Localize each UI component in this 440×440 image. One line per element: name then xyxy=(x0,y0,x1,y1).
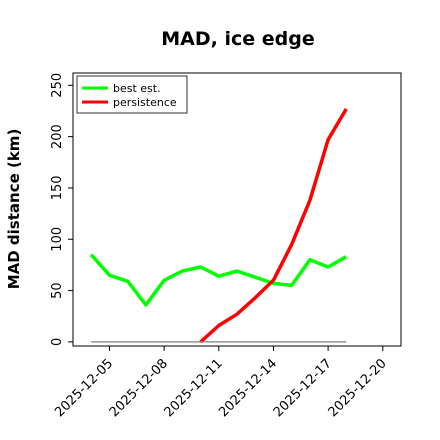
y-tick-label: 250 xyxy=(50,73,65,98)
legend-label-persistence: persistence xyxy=(113,96,177,109)
x-tick-label: 2025-12-20 xyxy=(326,356,390,420)
legend-box xyxy=(76,75,188,114)
y-axis-label: MAD distance (km) xyxy=(5,129,23,290)
x-axis: 2025-12-052025-12-082025-12-112025-12-14… xyxy=(52,346,390,420)
y-axis: 0 50 100 150 200 250 xyxy=(50,73,73,346)
plot-frame xyxy=(72,72,402,347)
y-tick-label: 100 xyxy=(50,227,65,252)
series-layer xyxy=(89,108,348,344)
y-tick-label: 200 xyxy=(50,124,65,149)
chart-title: MAD, ice edge xyxy=(161,28,314,50)
legend-label-best-est: best est. xyxy=(113,82,161,95)
y-tick-label: 150 xyxy=(50,175,65,200)
y-tick-label: 0 xyxy=(50,338,65,346)
legend: best est. persistence xyxy=(76,75,188,114)
series-line-best-est xyxy=(89,253,348,307)
y-tick-label: 50 xyxy=(50,282,65,299)
series-line-persistence xyxy=(199,108,348,344)
